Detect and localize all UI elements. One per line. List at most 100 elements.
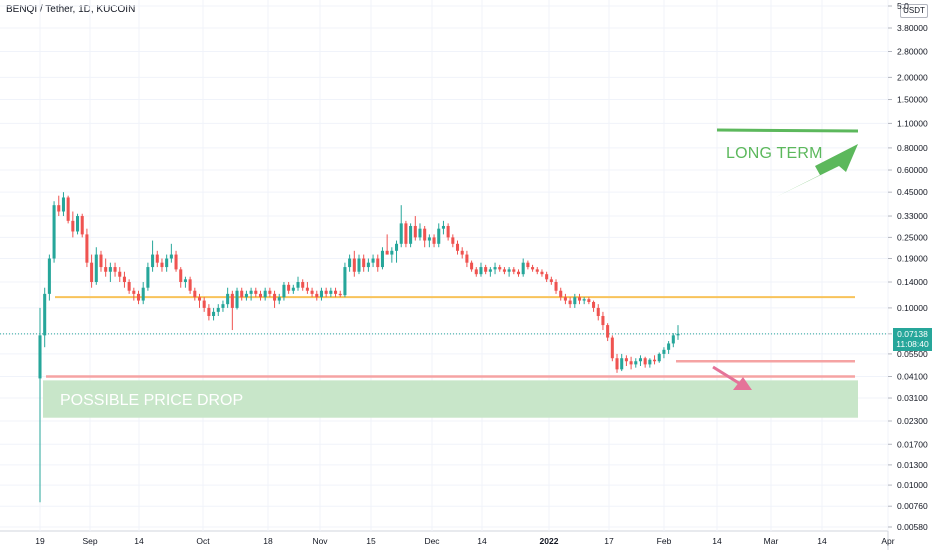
candle-body: [146, 267, 150, 288]
candle-body: [141, 287, 145, 301]
candle-body: [488, 269, 492, 272]
candle-body: [113, 267, 117, 272]
drawing-overlays: [0, 296, 888, 418]
candle-body: [545, 274, 549, 280]
candle-body: [362, 258, 366, 268]
x-tick-label: 18: [263, 536, 273, 546]
candle-body: [418, 228, 422, 238]
candle-body: [80, 216, 84, 235]
x-tick-label: 17: [604, 536, 614, 546]
candle-body: [179, 269, 183, 283]
candle-body: [169, 254, 173, 259]
candle-body: [118, 271, 122, 277]
candle-body: [620, 358, 624, 370]
candle-body: [451, 237, 455, 244]
candle-body: [165, 258, 169, 268]
candle-body: [568, 300, 572, 305]
candle-body: [554, 282, 558, 291]
candle-body: [52, 205, 56, 259]
drop-arrow-icon: [733, 377, 752, 390]
candle-body: [329, 290, 333, 294]
candle-body: [648, 359, 652, 365]
y-tick-label: 0.45000: [897, 187, 928, 197]
y-tick-label: 1.10000: [897, 118, 928, 128]
candle-body: [122, 276, 126, 283]
candle-body: [244, 293, 248, 298]
x-tick-label: Oct: [196, 536, 210, 546]
candle-body: [258, 293, 263, 298]
candle-body: [657, 353, 661, 362]
candle-body: [301, 282, 305, 288]
x-tick-label: Sep: [82, 536, 97, 546]
y-tick-label: 0.19000: [897, 254, 928, 264]
candle-body: [76, 216, 80, 232]
candle-body: [155, 254, 159, 263]
candle-body: [587, 299, 591, 302]
y-tick-label: 0.25000: [897, 232, 928, 242]
currency-unit-label[interactable]: USDT: [900, 4, 928, 18]
candle-body: [108, 267, 112, 272]
x-axis[interactable]: 19 Sep 14 Oct 18 Nov 15 Dec 14 2022 17 Feb 14 Mar 14 Ap…: [35, 536, 895, 546]
candle-body: [540, 271, 544, 275]
candle-body: [465, 254, 469, 263]
candle-body: [577, 297, 582, 301]
candle-body: [610, 337, 614, 359]
candle-body: [484, 267, 488, 272]
candle-body: [310, 290, 314, 294]
long-term-line: [716, 128, 859, 133]
y-tick-label: 2.80000: [897, 46, 928, 56]
candle-body: [498, 267, 502, 270]
candle-body: [240, 290, 244, 298]
candle-body: [104, 267, 108, 272]
price-drop-zone: [43, 380, 858, 418]
candle-body: [455, 243, 460, 251]
candle-body: [357, 258, 361, 272]
candle-body: [638, 358, 642, 362]
candle-body: [629, 361, 633, 365]
current-price-value: 0.07138: [897, 329, 928, 339]
candle-body: [315, 293, 319, 298]
y-tick-label: 5.0: [897, 1, 909, 11]
candle-body: [470, 262, 474, 270]
candle-body: [563, 297, 567, 301]
candle-body: [230, 293, 234, 308]
candle-body: [479, 267, 483, 275]
long-term-arrow-icon: [776, 144, 858, 197]
candle-body: [432, 237, 436, 244]
y-axis[interactable]: 5.0 3.80000 2.80000 2.00000 1.50000 1.10000 0.…: [888, 1, 928, 532]
candle-body: [516, 271, 521, 275]
x-tick-label: 14: [712, 536, 722, 546]
candle-body: [366, 262, 370, 268]
candle-body: [385, 250, 389, 255]
annotation-arrows: [712, 128, 859, 390]
x-tick-label: 14: [817, 536, 827, 546]
candle-body: [606, 325, 610, 338]
candle-body: [160, 262, 164, 268]
candle-body: [667, 343, 671, 350]
candle-body: [624, 358, 628, 362]
x-tick-label: Feb: [657, 536, 672, 546]
y-tick-label: 0.04100: [897, 372, 928, 382]
candle-body: [427, 237, 431, 241]
x-tick-label: 14: [134, 536, 144, 546]
candle-body: [474, 269, 478, 275]
candle-body: [662, 349, 666, 354]
candle-body: [653, 359, 657, 362]
grid-lines: [0, 0, 889, 550]
candle-body: [132, 290, 136, 294]
y-tick-label: 0.00580: [897, 522, 928, 532]
candle-body: [409, 225, 413, 244]
candle-body: [193, 290, 197, 298]
candle-body: [249, 290, 253, 294]
candle-body: [263, 290, 267, 298]
x-tick-label: Nov: [312, 536, 328, 546]
candle-body: [151, 254, 155, 268]
candle-body: [235, 290, 239, 308]
candle-body: [582, 299, 586, 301]
y-tick-label: 0.01700: [897, 439, 928, 449]
candle-body: [268, 290, 272, 294]
candle-body: [71, 220, 75, 232]
x-tick-label: 19: [35, 536, 45, 546]
candle-body: [376, 258, 380, 268]
